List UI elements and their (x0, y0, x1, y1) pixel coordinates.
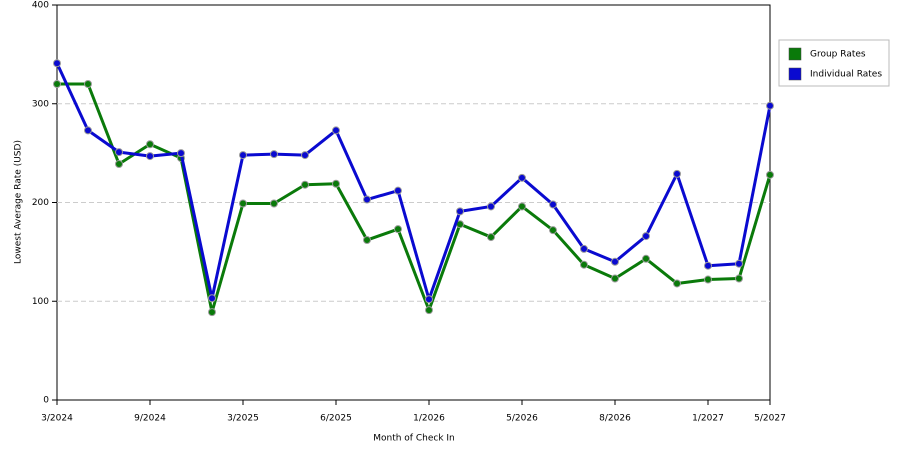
data-point (394, 225, 402, 234)
data-point (580, 260, 588, 269)
data-point (84, 126, 92, 135)
data-point (146, 152, 154, 161)
series-line (57, 82, 772, 314)
data-point (642, 232, 650, 241)
data-point (425, 295, 433, 304)
data-point (363, 195, 371, 204)
x-tick-label: 3/2024 (41, 414, 73, 424)
data-point (208, 294, 216, 303)
data-point (270, 150, 278, 159)
data-point (549, 200, 557, 209)
data-point (704, 275, 712, 284)
data-point (580, 244, 588, 253)
data-point (53, 80, 61, 88)
data-point (735, 259, 743, 268)
x-tick-label: 5/2027 (754, 414, 786, 424)
data-point (456, 207, 464, 216)
data-point (735, 274, 743, 283)
data-point (518, 173, 526, 182)
data-point (239, 151, 247, 160)
data-point (611, 257, 619, 266)
data-point (53, 59, 61, 68)
legend-label: Group Rates (810, 50, 866, 60)
data-point (394, 186, 402, 195)
data-point (518, 202, 526, 211)
y-tick-label: 400 (32, 1, 49, 11)
y-axis-label: Lowest Average Rate (USD) (14, 140, 24, 264)
data-point (332, 126, 340, 135)
x-tick-label: 1/2027 (692, 414, 724, 424)
data-point (84, 80, 92, 88)
x-tick-label: 9/2024 (134, 414, 166, 424)
data-point (115, 148, 123, 157)
legend-label: Individual Rates (810, 70, 882, 80)
data-point (611, 274, 619, 283)
data-point (673, 279, 681, 288)
x-tick-label: 5/2026 (506, 414, 538, 424)
data-point (549, 226, 557, 235)
data-point (425, 306, 433, 315)
data-point (363, 236, 371, 245)
data-point (208, 308, 216, 317)
data-point (487, 233, 495, 242)
y-tick-label: 100 (32, 297, 49, 307)
data-point (704, 261, 712, 270)
x-tick-label: 3/2025 (227, 414, 259, 424)
data-point (115, 159, 123, 168)
x-tick-label: 6/2025 (320, 414, 352, 424)
series-line (55, 62, 772, 301)
data-point (766, 101, 774, 110)
data-point (239, 199, 247, 208)
data-point (487, 202, 495, 211)
data-point (177, 149, 185, 158)
data-point (301, 180, 309, 189)
data-point (270, 199, 278, 208)
y-tick-label: 0 (43, 396, 49, 406)
data-point (642, 254, 650, 263)
x-tick-label: 1/2026 (413, 414, 445, 424)
y-tick-label: 200 (32, 198, 49, 208)
x-tick-label: 8/2026 (599, 414, 631, 424)
y-tick-label: 300 (32, 99, 49, 109)
legend-swatch (788, 47, 802, 61)
x-axis-label: Month of Check In (373, 434, 455, 444)
data-point (766, 170, 774, 179)
data-point (146, 140, 154, 149)
data-point (332, 179, 340, 188)
data-point (673, 169, 681, 178)
data-point (301, 151, 309, 160)
legend-swatch (788, 67, 802, 81)
